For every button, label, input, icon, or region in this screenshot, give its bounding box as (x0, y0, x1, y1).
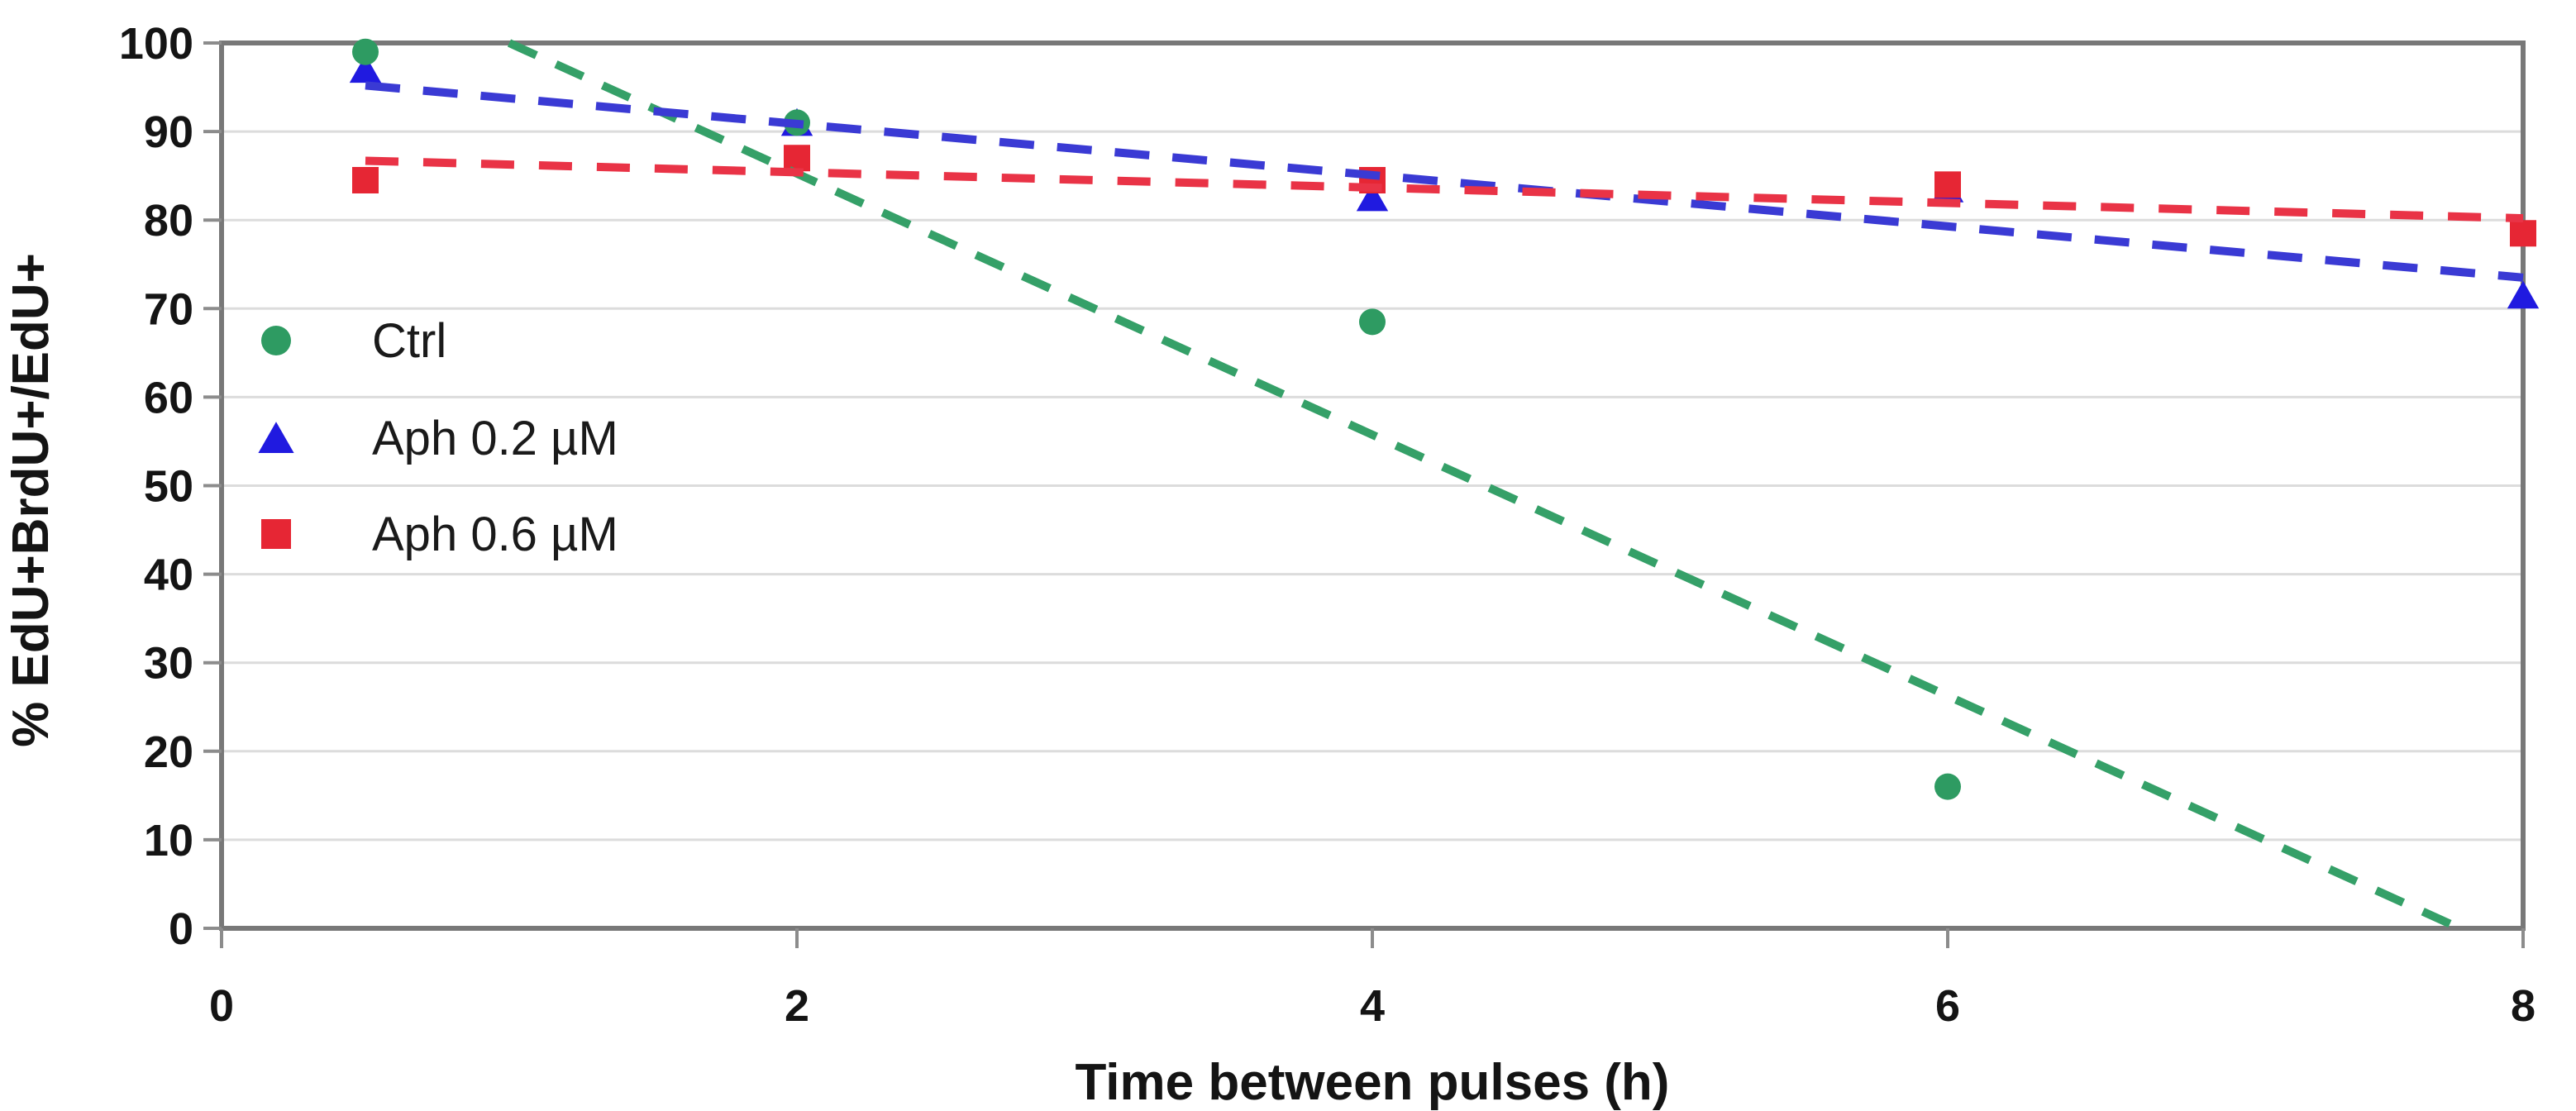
y-tick-label: 50 (144, 462, 193, 512)
legend-marker-ctrl (261, 326, 291, 355)
x-tick-label: 2 (785, 981, 809, 1031)
legend: Ctrl Aph 0.2 µM Aph 0.6 µM (258, 314, 618, 561)
legend-item-aph-0-6-m: Aph 0.6 µM (261, 508, 618, 561)
y-tick-label: 40 (144, 551, 193, 600)
legend-marker-aph-0-6-m (261, 519, 291, 549)
legend-item-ctrl: Ctrl (261, 314, 446, 368)
y-tick-label: 70 (144, 284, 193, 334)
data-point-aph-0-2-m (349, 55, 382, 83)
data-point-aph-0-6-m (2510, 220, 2536, 247)
trendline-aph-0-6-m (365, 156, 2524, 223)
markers-layer (349, 38, 2540, 800)
x-tick-label: 4 (1360, 981, 1385, 1031)
x-tick-label: 8 (2511, 981, 2535, 1031)
y-tick-label: 100 (119, 19, 193, 69)
x-tick-label: 0 (209, 981, 234, 1031)
y-tick-label: 60 (144, 373, 193, 422)
y-tick-label: 0 (169, 904, 193, 954)
y-tick-label: 10 (144, 816, 193, 865)
y-tick-label: 20 (144, 727, 193, 777)
trendline-aph-0-2-m (365, 81, 2524, 282)
legend-label-ctrl: Ctrl (372, 314, 446, 368)
data-point-ctrl (352, 38, 379, 65)
data-point-aph-0-2-m (1356, 183, 1389, 212)
data-point-ctrl (1359, 308, 1386, 336)
data-point-aph-0-6-m (1934, 171, 1961, 198)
axes-layer: 0 10 20 30 40 50 60 70 80 90 100 0 2 4 6 8 (119, 19, 2535, 1031)
gridlines-layer (222, 130, 2523, 842)
y-tick-label: 90 (144, 107, 193, 157)
data-point-aph-0-6-m (352, 167, 379, 194)
data-point-aph-0-2-m (2507, 280, 2540, 309)
x-axis-title: Time between pulses (h) (1076, 1054, 1670, 1111)
legend-marker-aph-0-2-m (258, 422, 294, 453)
data-point-ctrl (1934, 773, 1961, 800)
x-tick-label: 6 (1935, 981, 1960, 1031)
trendlines-layer (365, 39, 2524, 932)
legend-label-aph-0-6-m: Aph 0.6 µM (372, 508, 618, 561)
legend-label-aph-0-2-m: Aph 0.2 µM (372, 412, 618, 465)
y-axis-title: % EdU+BrdU+/EdU+ (2, 253, 60, 747)
data-point-aph-0-6-m (784, 145, 810, 172)
y-tick-label: 30 (144, 639, 193, 689)
y-tick-label: 80 (144, 196, 193, 246)
legend-item-aph-0-2-m: Aph 0.2 µM (258, 412, 618, 465)
